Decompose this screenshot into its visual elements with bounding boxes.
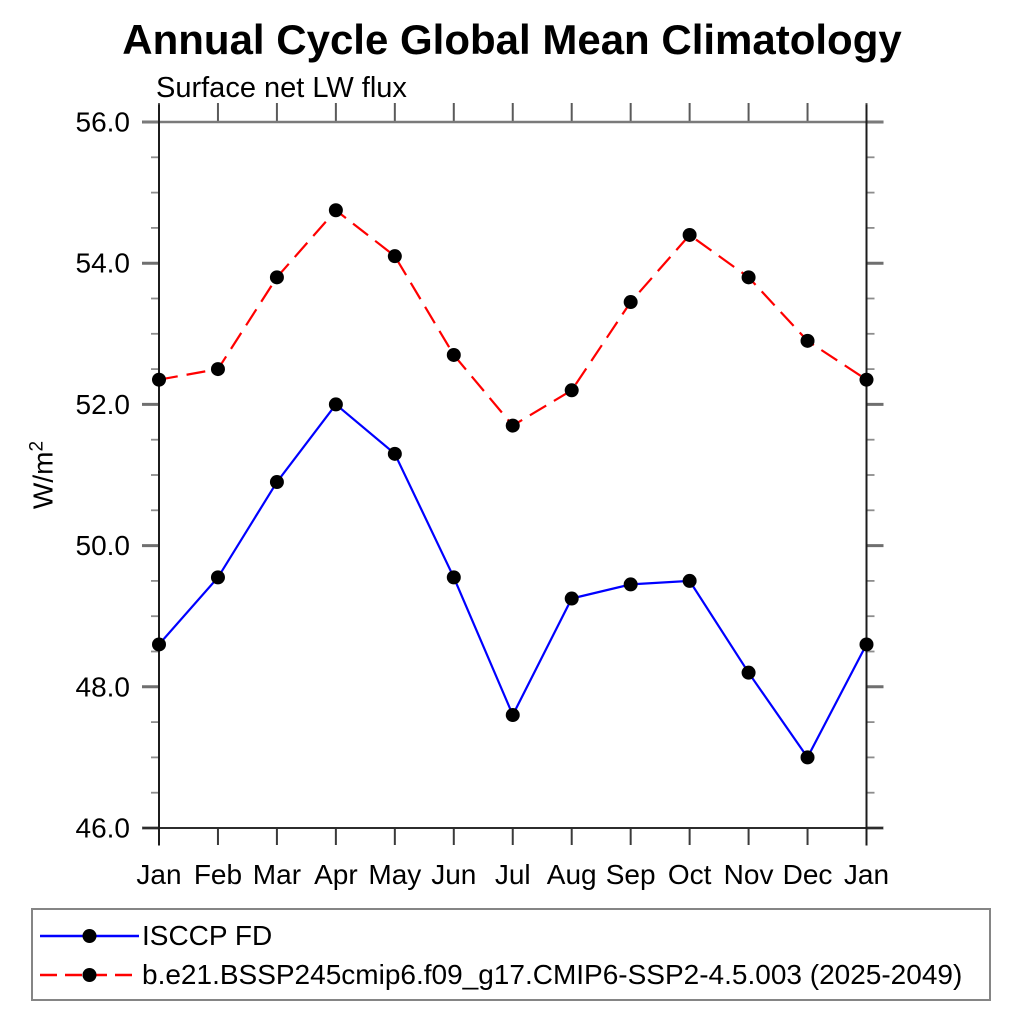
x-tick-label: Apr: [314, 859, 358, 890]
chart-title: Annual Cycle Global Mean Climatology: [122, 16, 902, 63]
data-point-marker: [446, 570, 461, 585]
data-point-marker: [564, 591, 579, 606]
series-line-1: [158, 208, 868, 428]
legend-sample-svg: [40, 929, 139, 943]
data-point-marker: [328, 203, 343, 218]
data-point-marker: [152, 637, 166, 652]
legend-marker-dot: [82, 929, 97, 943]
data-point-marker: [800, 750, 815, 765]
legend-label: ISCCP FD: [142, 920, 273, 951]
legend-marker-dot: [82, 968, 97, 982]
legend-line-sample-solid: [40, 926, 139, 946]
y-tick-label: 56.0: [76, 107, 131, 138]
data-point-marker: [505, 708, 520, 723]
x-tick-label: Sep: [606, 859, 656, 890]
data-point-marker: [800, 333, 815, 348]
x-tick-label: Dec: [783, 859, 833, 890]
data-point-marker: [328, 397, 343, 412]
data-point-marker: [210, 570, 225, 585]
x-tick-label: Jan: [844, 859, 889, 890]
legend-item-isccp: ISCCP FD: [40, 916, 983, 956]
data-point-marker: [741, 270, 756, 285]
data-point-marker: [505, 418, 520, 433]
legend-label: b.e21.BSSP245cmip6.f09_g17.CMIP6-SSP2-4.…: [142, 959, 963, 990]
data-point-marker: [269, 270, 284, 285]
x-tick-label: Nov: [724, 859, 774, 890]
legend-line-sample-dashed: [40, 965, 139, 985]
y-tick-label: 46.0: [76, 813, 131, 844]
data-point-marker: [446, 347, 461, 362]
data-point-marker: [152, 372, 166, 387]
x-tick-label: Jul: [495, 859, 531, 890]
data-point-marker: [623, 577, 638, 592]
x-tick-label: May: [368, 859, 421, 890]
x-tick-label: Aug: [547, 859, 597, 890]
data-point-marker: [564, 383, 579, 398]
y-tick-label: 54.0: [76, 248, 131, 279]
data-point-marker: [859, 637, 874, 652]
data-point-marker: [859, 372, 874, 387]
legend-item-model: b.e21.BSSP245cmip6.f09_g17.CMIP6-SSP2-4.…: [40, 955, 983, 995]
legend: ISCCP FD b.e21.BSSP245cmip6.f09_g17.CMIP…: [31, 908, 991, 1001]
x-tick-label: Mar: [253, 859, 301, 890]
data-point-marker: [269, 475, 284, 490]
x-tick-label: Jan: [136, 859, 181, 890]
y-tick-label: 52.0: [76, 389, 131, 420]
data-point-marker: [623, 295, 638, 310]
x-tick-label: Feb: [194, 859, 242, 890]
data-point-marker: [387, 249, 402, 264]
y-tick-label: 48.0: [76, 671, 131, 702]
chart-subtitle: Surface net LW flux: [156, 72, 407, 104]
series-line-0: [158, 402, 868, 760]
x-tick-label: Jun: [431, 859, 476, 890]
data-point-marker: [741, 665, 756, 680]
data-point-marker: [682, 227, 697, 242]
legend-sample-svg: [40, 968, 139, 982]
data-point-marker: [682, 573, 697, 588]
y-tick-label: 50.0: [76, 530, 131, 561]
data-point-marker: [387, 446, 402, 461]
data-point-marker: [210, 362, 225, 377]
x-tick-label: Oct: [668, 859, 712, 890]
